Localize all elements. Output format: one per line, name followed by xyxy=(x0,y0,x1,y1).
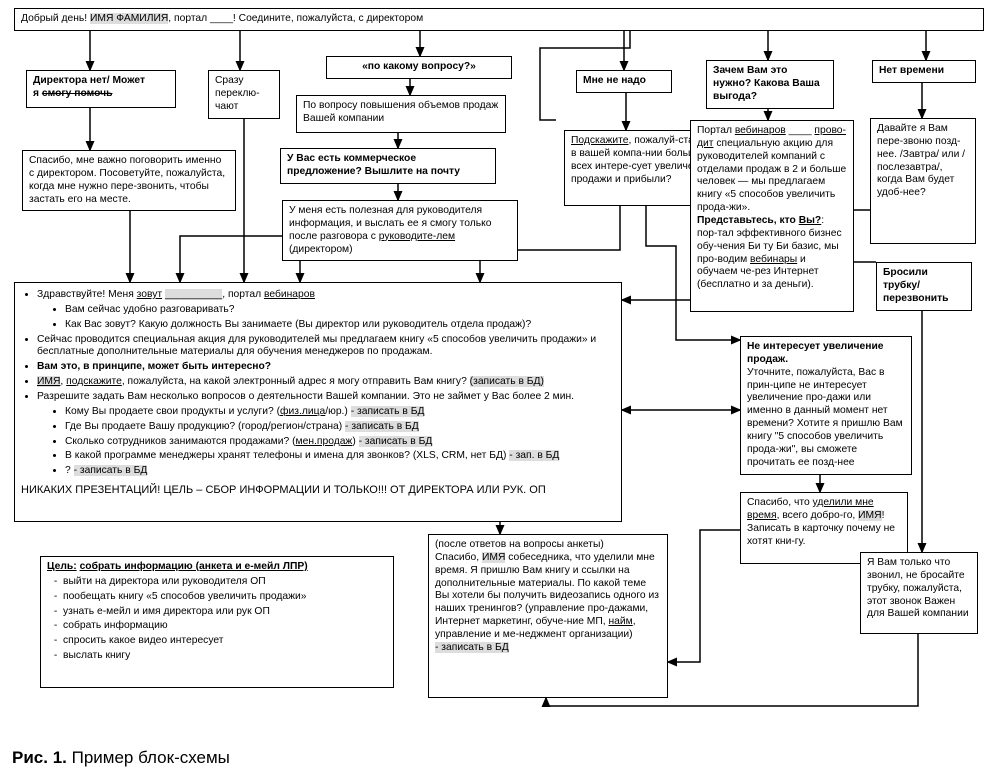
node-not_interest: Не интересует увеличение продаж.Уточните… xyxy=(740,336,912,475)
node-top: Добрый день! ИМЯ ФАМИЛИЯ, портал ____! С… xyxy=(14,8,984,31)
edge xyxy=(180,236,284,282)
node-thanks_dir: Спасибо, мне важно поговорить именно с д… xyxy=(22,150,236,211)
node-switch: Сразу переклю-чают xyxy=(208,70,280,119)
node-after: (после ответов на вопросы анкеты)Спасибо… xyxy=(428,534,668,698)
node-why_a: Портал вебинаров ____ прово-дит специаль… xyxy=(690,120,854,312)
node-offer_a: У меня есть полезная для руководителя ин… xyxy=(282,200,518,261)
node-not_need: Мне не надо xyxy=(576,70,672,93)
node-hangup: Бросили трубку/ перезвонить xyxy=(876,262,972,311)
node-q_a1: По вопросу повышения объемов продаж Ваше… xyxy=(296,95,506,133)
node-q_what: «по какому вопросу?» xyxy=(326,56,512,79)
node-just_called: Я Вам только что звонил, не бросайте тру… xyxy=(860,552,978,634)
figure-caption: Рис. 1. Пример блок-схемы xyxy=(12,748,230,768)
caption-rest: Пример блок-схемы xyxy=(67,748,230,767)
caption-strong: Рис. 1. xyxy=(12,748,67,767)
node-no_time: Нет времени xyxy=(872,60,976,83)
flowchart-canvas: Рис. 1. Пример блок-схемы Добрый день! И… xyxy=(0,0,1000,771)
node-offer_q: У Вас есть коммерческое предложение? Выш… xyxy=(280,148,496,184)
node-no_time_a: Давайте я Вам пере-звоню позд-нее. /Завт… xyxy=(870,118,976,244)
node-script: Здравствуйте! Меня зовут __________, пор… xyxy=(14,282,622,522)
node-goal: Цель: собрать информацию (анкета и е-мей… xyxy=(40,556,394,688)
edge xyxy=(668,530,740,662)
node-dir_no: Директора нет/ Можетя смогу помочь xyxy=(26,70,176,108)
node-why: Зачем Вам это нужно? Какова Ваша выгода? xyxy=(706,60,834,109)
